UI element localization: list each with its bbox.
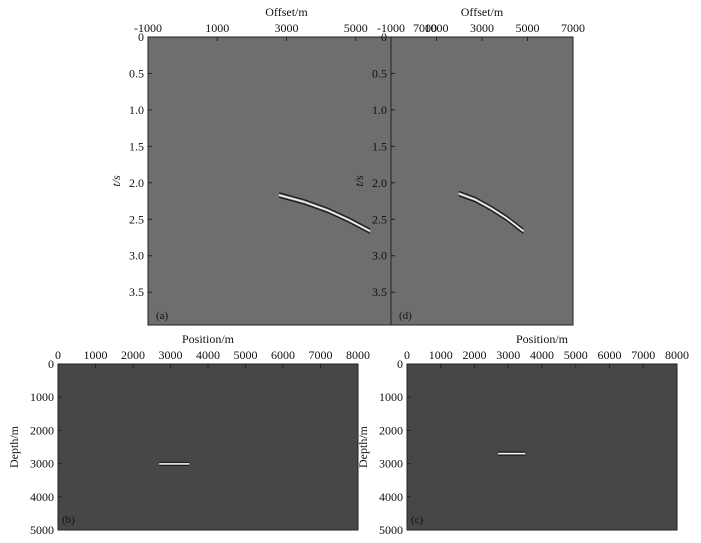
y-tick-label: 0 [397,357,403,371]
x-tick-label: 4000 [530,348,554,362]
x-tick-label: 1000 [84,348,108,362]
y-tick-label: 2000 [30,423,54,437]
panel-background [58,364,358,530]
y-axis-label: Depth/m [7,425,21,468]
y-tick-label: 3.0 [372,249,387,263]
x-tick-label: 3000 [159,348,183,362]
y-tick-label: 0 [381,30,387,44]
panel-label: (d) [399,310,412,322]
y-tick-label: 3000 [30,457,54,471]
x-tick-label: 7000 [309,348,333,362]
panel-a: -1000 1000 3000 5000 7000 Offset/m 0 0.5 1.0 1.5 2… [109,5,437,326]
y-tick-label: 1.5 [372,139,387,153]
y-tick-label: 1000 [379,390,403,404]
y-tick-label: 0 [138,30,144,44]
x-tick-label: 3000 [496,348,520,362]
event-peak [278,194,371,232]
y-tick-label: 1.0 [129,103,144,117]
event-trough-upper [458,190,524,230]
x-tick-label: 5000 [516,21,540,35]
x-axis-label: Offset/m [265,5,308,19]
x-tick-label: 3000 [470,21,494,35]
y-axis-label: t/s [109,175,123,187]
x-axis-label: Position/m [516,332,569,346]
x-tick-label: 6000 [598,348,622,362]
y-tick-label: 4000 [379,490,403,504]
x-tick-label: 4000 [196,348,220,362]
panel-background [407,364,677,530]
x-tick-label: 1000 [429,348,453,362]
y-tick-label: 2.5 [372,212,387,226]
x-axis-label: Position/m [182,332,235,346]
panel-c: 0 1000 2000 3000 4000 5000 6000 7000 8000 Positio… [356,332,689,537]
x-axis-label: Offset/m [461,5,504,19]
x-tick-label: 5000 [564,348,588,362]
panel-background [148,37,425,325]
y-tick-label: 4000 [30,490,54,504]
y-tick-label: 3000 [379,457,403,471]
y-tick-label: 3.0 [129,249,144,263]
y-tick-label: 5000 [30,523,54,537]
x-tick-label: 7000 [631,348,655,362]
y-tick-label: 1.0 [372,103,387,117]
y-tick-label: 2.0 [129,176,144,190]
y-tick-label: 2.5 [129,212,144,226]
x-tick-label: 3000 [275,21,299,35]
x-tick-label: 8000 [665,348,689,362]
panel-b: 0 1000 2000 3000 4000 5000 6000 7000 8000 Positio… [7,332,370,537]
x-tick-label: 8000 [346,348,370,362]
y-tick-label: 3.5 [129,285,144,299]
y-tick-label: 1.5 [129,139,144,153]
x-tick-label: 2000 [463,348,487,362]
y-tick-label: 0 [48,357,54,371]
y-tick-label: 0.5 [129,66,144,80]
panel-d: -1000 1000 3000 5000 7000 Offset/m 0 0.5 1.0 1.5 2… [352,5,585,326]
event-trough-upper [279,192,371,230]
y-tick-label: 1000 [30,390,54,404]
x-tick-label: 2000 [121,348,145,362]
x-tick-label: 7000 [413,21,437,35]
y-axis-label: Depth/m [356,425,370,468]
panel-label: (a) [156,310,169,322]
y-axis-label: t/s [352,175,366,187]
x-tick-label: 5000 [234,348,258,362]
panel-background [391,37,573,325]
x-tick-label: 6000 [271,348,295,362]
y-tick-label: 5000 [379,523,403,537]
x-tick-label: 0 [55,348,61,362]
x-tick-label: 7000 [561,21,585,35]
event-peak [458,193,524,232]
y-tick-label: 2.0 [372,176,387,190]
event-trough-lower [279,196,371,234]
y-tick-label: 2000 [379,423,403,437]
panel-label: (b) [62,514,75,526]
x-tick-label: 1000 [205,21,229,35]
x-tick-label: -1000 [134,21,162,35]
x-tick-label: 0 [404,348,410,362]
x-tick-label: -1000 [377,21,405,35]
event-trough-lower [458,195,524,234]
x-tick-label: 1000 [425,21,449,35]
y-tick-label: 3.5 [372,285,387,299]
x-tick-label: 5000 [344,21,368,35]
panel-label: (c) [411,514,424,526]
y-tick-label: 0.5 [372,66,387,80]
